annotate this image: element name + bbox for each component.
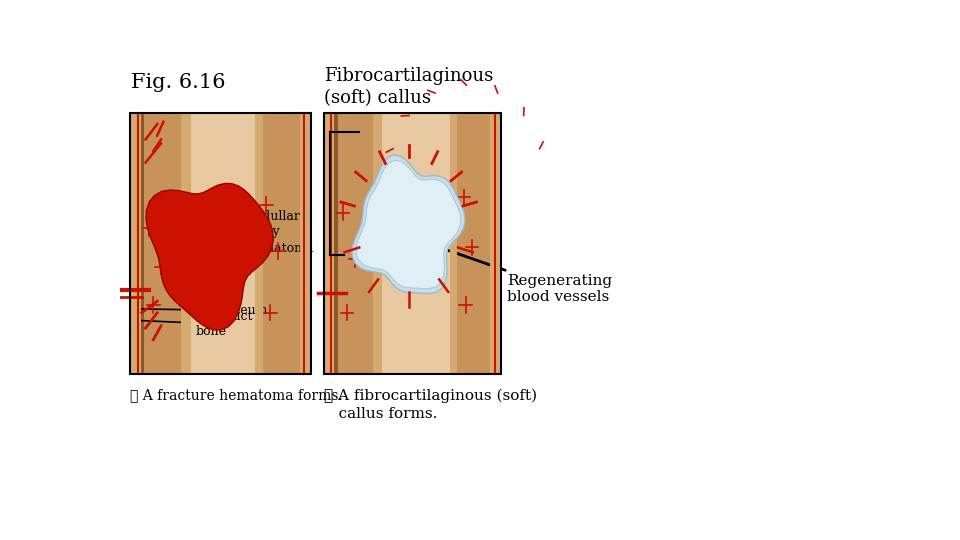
FancyBboxPatch shape (190, 112, 254, 374)
FancyBboxPatch shape (254, 112, 263, 374)
Text: Hematoma: Hematoma (233, 242, 314, 255)
Text: Periosteum: Periosteum (140, 304, 267, 317)
FancyBboxPatch shape (130, 112, 311, 374)
FancyBboxPatch shape (338, 112, 374, 374)
Text: Medullary
cavity: Medullary cavity (165, 210, 307, 238)
FancyBboxPatch shape (144, 112, 182, 374)
FancyBboxPatch shape (254, 112, 311, 374)
FancyBboxPatch shape (324, 112, 382, 374)
Text: Fibrocartilaginous
(soft) callus: Fibrocartilaginous (soft) callus (324, 67, 493, 107)
FancyBboxPatch shape (300, 112, 311, 374)
FancyBboxPatch shape (130, 112, 190, 374)
Text: Regenerating
blood vessels: Regenerating blood vessels (422, 240, 612, 304)
FancyBboxPatch shape (373, 112, 382, 374)
FancyBboxPatch shape (324, 112, 500, 374)
FancyBboxPatch shape (130, 112, 141, 374)
Text: ② A fibrocartilaginous (soft)
   callus forms.: ② A fibrocartilaginous (soft) callus for… (324, 388, 537, 421)
Text: Fig. 6.16: Fig. 6.16 (131, 72, 226, 91)
Polygon shape (352, 155, 465, 293)
FancyBboxPatch shape (491, 112, 500, 374)
FancyBboxPatch shape (456, 112, 492, 374)
FancyBboxPatch shape (181, 112, 190, 374)
FancyBboxPatch shape (263, 112, 303, 374)
Polygon shape (356, 160, 461, 288)
FancyBboxPatch shape (382, 112, 450, 374)
FancyBboxPatch shape (450, 112, 457, 374)
Text: ① A fracture hematoma forms.: ① A fracture hematoma forms. (130, 388, 343, 402)
FancyBboxPatch shape (324, 112, 334, 374)
FancyBboxPatch shape (450, 112, 500, 374)
Polygon shape (146, 184, 274, 330)
Text: Compact
bone: Compact bone (140, 310, 252, 338)
